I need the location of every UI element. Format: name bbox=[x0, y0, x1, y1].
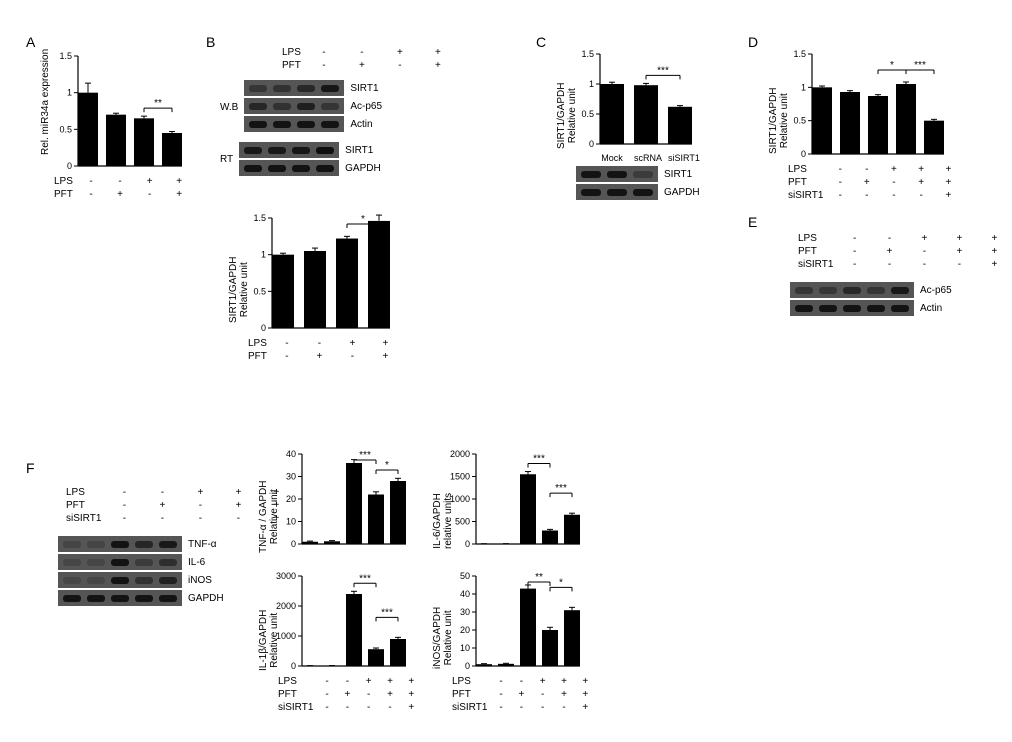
panel-f-chart-tnfa: TNF-α / GAPDHRelative unit010203040**** bbox=[262, 454, 422, 574]
blot-row: SIRT1 bbox=[239, 142, 381, 158]
svg-text:0: 0 bbox=[465, 539, 470, 549]
treatment-table: LPS--+++PFT-+-++siSIRT1----+ bbox=[782, 163, 962, 202]
svg-text:***: *** bbox=[359, 450, 371, 461]
panel-label-d: D bbox=[748, 34, 758, 50]
svg-text:0: 0 bbox=[801, 149, 806, 159]
svg-text:20: 20 bbox=[460, 625, 470, 635]
svg-text:500: 500 bbox=[455, 517, 470, 527]
svg-text:1.5: 1.5 bbox=[59, 51, 72, 61]
svg-text:*: * bbox=[890, 60, 894, 71]
treatment-table: LPS--+++PFT-+-++siSIRT1----+ bbox=[446, 675, 596, 714]
blot-row: Ac-p65 bbox=[244, 98, 382, 114]
panel-f-chart-il6: IL-6/GAPDHrelative units0500100015002000… bbox=[436, 454, 596, 574]
svg-text:1: 1 bbox=[589, 79, 594, 89]
blot-row: GAPDH bbox=[239, 160, 381, 176]
svg-text:1.5: 1.5 bbox=[793, 49, 806, 59]
panel-label-f: F bbox=[26, 460, 35, 476]
panel-label-b: B bbox=[206, 34, 215, 50]
blot-row: iNOS bbox=[58, 572, 224, 588]
bar-chart-svg: 00.511.5**** bbox=[772, 54, 952, 160]
treatment-table: LPS--+++PFT-+-++siSIRT1----+ bbox=[272, 675, 422, 714]
blot-row: GAPDH bbox=[58, 590, 224, 606]
svg-text:0.5: 0.5 bbox=[581, 109, 594, 119]
panel-b-top-treat: LPS--++PFT-+-+ bbox=[256, 46, 457, 72]
panel-e-blots: Ac-p65 Actin bbox=[790, 280, 952, 318]
bar-chart-svg: 010203040**** bbox=[262, 454, 414, 550]
treatment-table: LPS--++PFT-+-+ bbox=[242, 337, 402, 363]
svg-text:0: 0 bbox=[67, 161, 72, 171]
svg-text:*: * bbox=[385, 460, 389, 471]
blot-row: GAPDH bbox=[576, 184, 700, 200]
svg-text:30: 30 bbox=[460, 607, 470, 617]
svg-text:1: 1 bbox=[801, 82, 806, 92]
treatment-table: LPS--+++PFT-+-++siSIRT1----+ bbox=[792, 232, 1012, 271]
blot-row: IL-6 bbox=[58, 554, 224, 570]
bar-chart-svg: 00.511.5*** bbox=[560, 54, 700, 150]
svg-text:0: 0 bbox=[465, 661, 470, 671]
svg-text:0.5: 0.5 bbox=[59, 124, 72, 134]
svg-text:**: ** bbox=[535, 572, 543, 583]
panel-f-chart-inos: iNOS/GAPDHRelative unit01020304050***LPS… bbox=[436, 576, 596, 726]
svg-text:50: 50 bbox=[460, 571, 470, 581]
bar-chart-svg: 00.511.5* bbox=[232, 218, 398, 334]
panel-c-gel: SIRT1 GAPDH bbox=[576, 164, 700, 202]
svg-text:***: *** bbox=[657, 65, 669, 76]
svg-text:1500: 1500 bbox=[450, 472, 470, 482]
svg-text:**: ** bbox=[154, 98, 162, 109]
blot-row: Actin bbox=[244, 116, 382, 132]
svg-text:1.5: 1.5 bbox=[581, 49, 594, 59]
treatment-table: LPS--++PFT-+-+ bbox=[48, 175, 194, 201]
svg-text:***: *** bbox=[381, 607, 393, 618]
svg-text:3000: 3000 bbox=[276, 571, 296, 581]
svg-text:0.5: 0.5 bbox=[253, 286, 266, 296]
panel-label-e: E bbox=[748, 214, 757, 230]
svg-text:*: * bbox=[559, 577, 563, 588]
svg-text:***: *** bbox=[914, 60, 926, 71]
svg-text:1: 1 bbox=[67, 88, 72, 98]
bar-chart-svg: 00.511.5** bbox=[44, 56, 190, 172]
svg-text:40: 40 bbox=[286, 449, 296, 459]
bar-chart-svg: 0100020003000****** bbox=[262, 576, 414, 672]
panel-label-c: C bbox=[536, 34, 546, 50]
svg-text:10: 10 bbox=[460, 643, 470, 653]
panel-b-blots: W.BSIRT1Ac-p65ActinRTSIRT1GAPDH bbox=[220, 78, 382, 178]
panel-f-chart-il1b: IL-1β/GAPDHRelative unit0100020003000***… bbox=[262, 576, 422, 726]
svg-text:30: 30 bbox=[286, 472, 296, 482]
svg-text:1.5: 1.5 bbox=[253, 213, 266, 223]
svg-text:0: 0 bbox=[589, 139, 594, 149]
svg-text:0.5: 0.5 bbox=[793, 116, 806, 126]
panel-f-gel: TNF-α IL-6 iNOS GAPDH bbox=[58, 534, 224, 608]
blot-row: Actin bbox=[790, 300, 952, 316]
svg-text:***: *** bbox=[555, 483, 567, 494]
svg-text:0: 0 bbox=[291, 661, 296, 671]
blot-row: Ac-p65 bbox=[790, 282, 952, 298]
treatment-table: LPS--++PFT-+-+ bbox=[276, 46, 457, 72]
panel-label-a: A bbox=[26, 34, 35, 50]
panel-b-chart: SIRT1/GAPDHRelative unit00.511.5*LPS--++… bbox=[232, 218, 402, 388]
svg-text:10: 10 bbox=[286, 517, 296, 527]
svg-text:2000: 2000 bbox=[450, 449, 470, 459]
blot-row: SIRT1 bbox=[576, 166, 700, 182]
svg-text:*: * bbox=[361, 214, 365, 225]
panel-d-chart: SIRT1/GAPDHRelative unit00.511.5****LPS-… bbox=[772, 54, 962, 224]
panel-a-chart: Rel. miR34a expression00.511.5**LPS--++P… bbox=[44, 56, 194, 226]
bar-chart-svg: 0500100015002000****** bbox=[436, 454, 588, 550]
svg-text:0: 0 bbox=[291, 539, 296, 549]
svg-text:40: 40 bbox=[460, 589, 470, 599]
svg-text:0: 0 bbox=[261, 323, 266, 333]
svg-text:20: 20 bbox=[286, 494, 296, 504]
bar-chart-svg: 01020304050*** bbox=[436, 576, 588, 672]
blot-row: SIRT1 bbox=[244, 80, 382, 96]
svg-text:***: *** bbox=[359, 573, 371, 584]
blot-row: TNF-α bbox=[58, 536, 224, 552]
svg-text:***: *** bbox=[533, 454, 545, 465]
panel-e-treat: LPS--+++PFT-+-++siSIRT1----+ bbox=[792, 232, 1012, 271]
svg-text:1: 1 bbox=[261, 250, 266, 260]
